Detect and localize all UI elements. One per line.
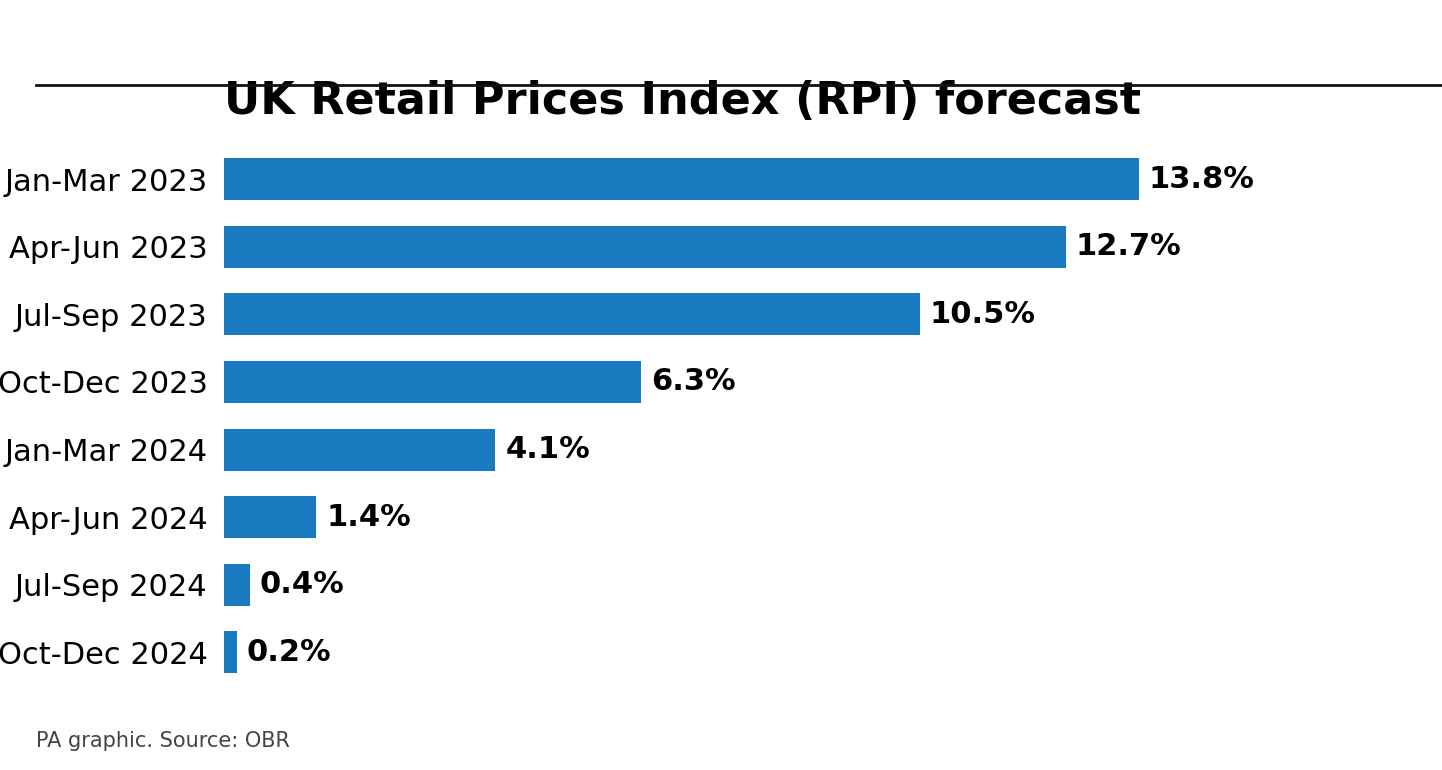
Text: 4.1%: 4.1% xyxy=(505,435,590,464)
Bar xyxy=(224,361,642,403)
Text: 0.4%: 0.4% xyxy=(260,571,345,599)
Bar xyxy=(224,564,249,606)
Bar xyxy=(224,226,1066,268)
Bar xyxy=(224,293,920,336)
Text: 6.3%: 6.3% xyxy=(652,367,735,397)
Bar xyxy=(224,158,1139,200)
Bar xyxy=(224,429,496,470)
Bar xyxy=(224,631,236,674)
Text: 13.8%: 13.8% xyxy=(1149,165,1255,194)
Text: PA graphic. Source: OBR: PA graphic. Source: OBR xyxy=(36,731,290,751)
Text: 0.2%: 0.2% xyxy=(247,638,332,667)
Text: 1.4%: 1.4% xyxy=(326,503,411,532)
Bar xyxy=(224,496,316,538)
Text: 10.5%: 10.5% xyxy=(930,300,1035,329)
Text: UK Retail Prices Index (RPI) forecast: UK Retail Prices Index (RPI) forecast xyxy=(224,79,1141,122)
Text: 12.7%: 12.7% xyxy=(1076,233,1181,261)
